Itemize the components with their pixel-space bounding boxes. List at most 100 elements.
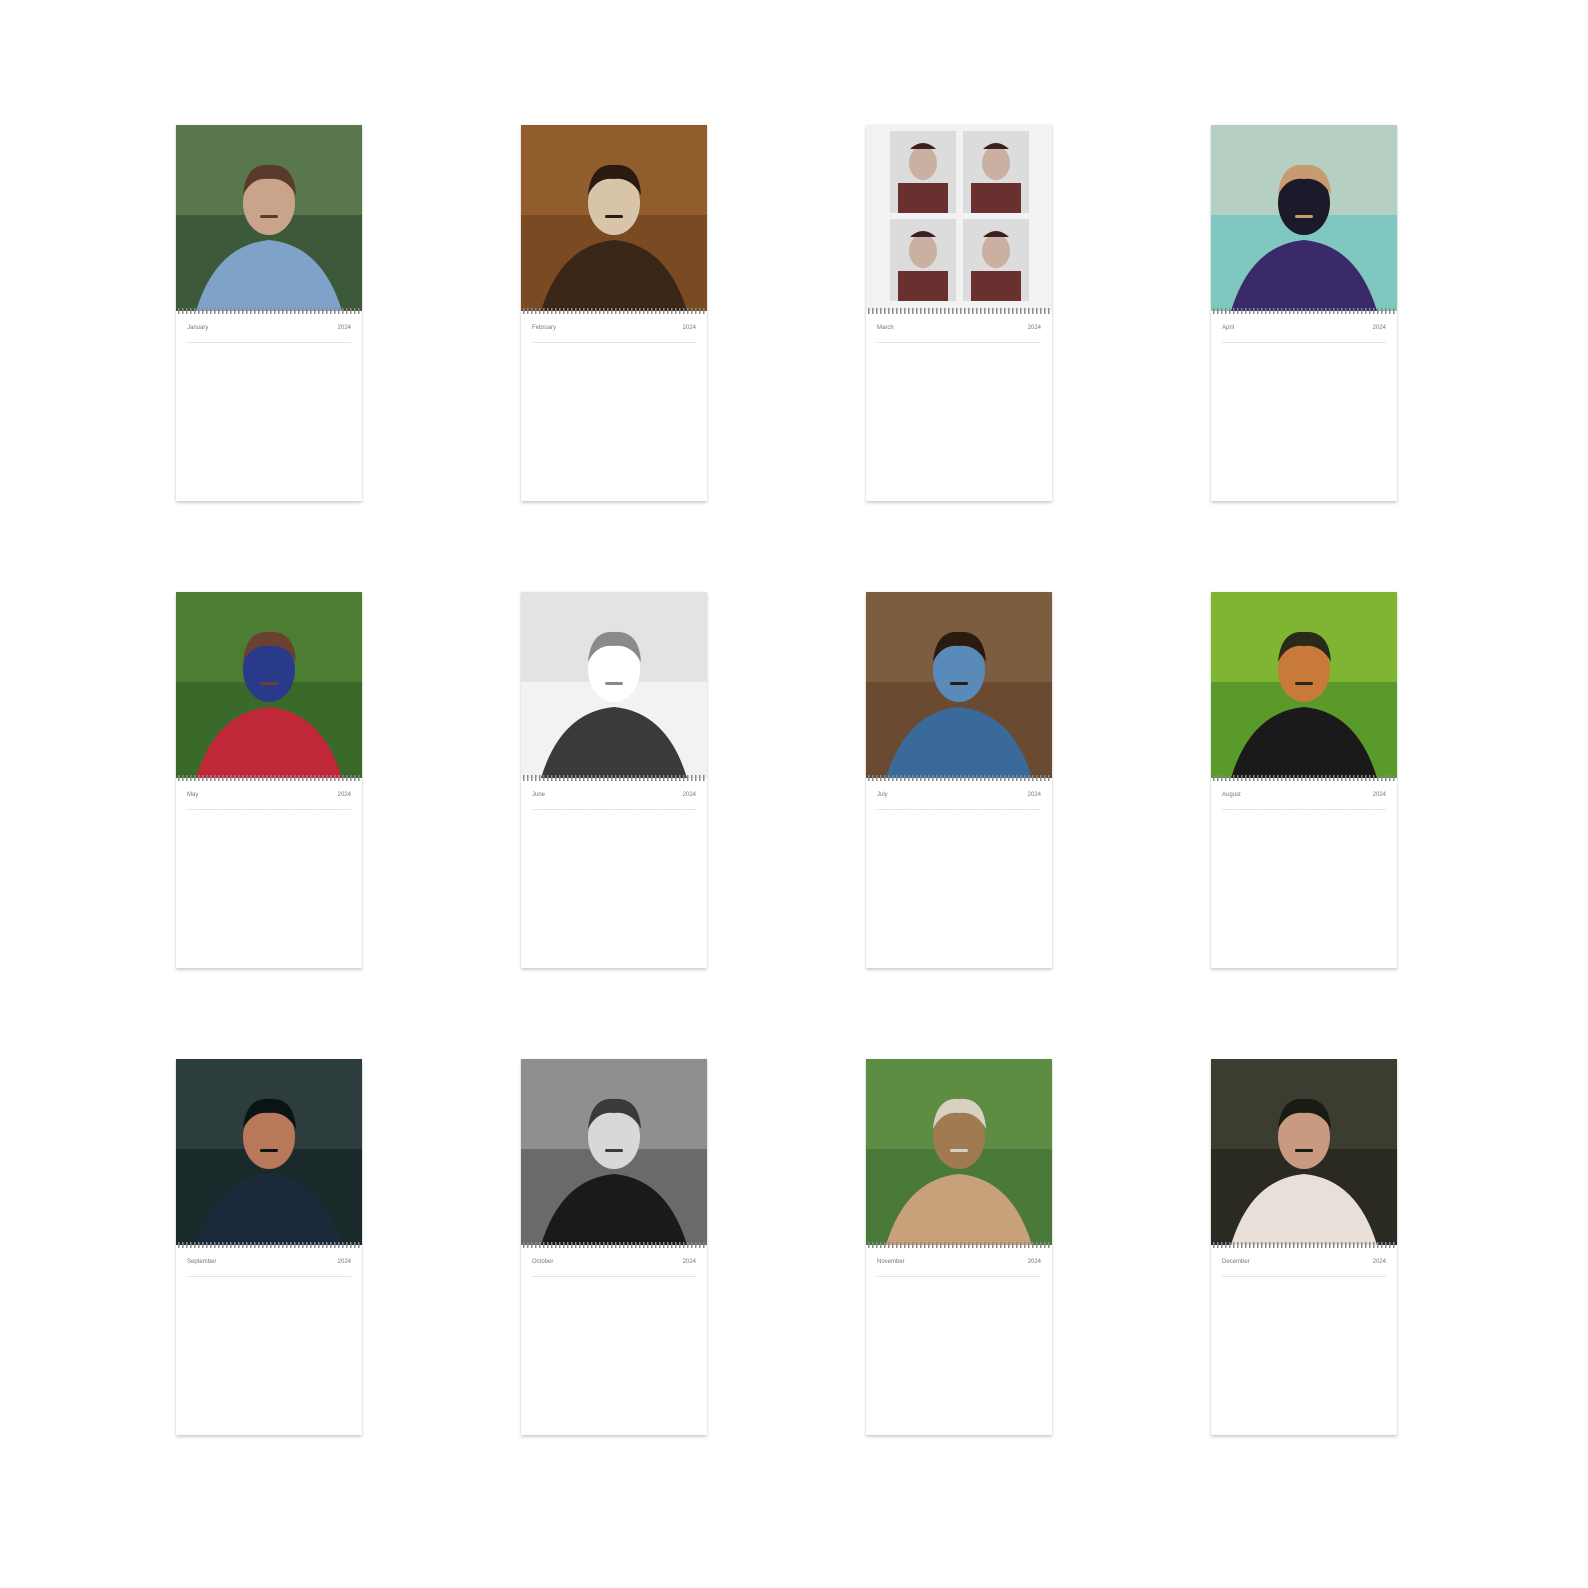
day-cell: · xyxy=(888,1387,890,1392)
calendar-page-december[interactable]: December 2024 · · · · · · · · · · · · · · · · · · · · · · · · · · · ·… xyxy=(1211,1059,1397,1435)
day-cell: · xyxy=(1005,1387,1007,1392)
day-cell: · xyxy=(981,1360,984,1365)
day-cell: · xyxy=(613,426,615,431)
day-cell: · xyxy=(934,453,937,458)
day-cell: · xyxy=(1350,480,1352,485)
day-cell: · xyxy=(613,1414,615,1419)
month-grid: September 2024 · · · · · · · · · · · · · · · · · · · · · · · · · · ·… xyxy=(176,1249,362,1435)
month-photo xyxy=(176,125,362,311)
calendar-page-november[interactable]: November 2024 · · · · · · · · · · · · · · · · · · · · · · · · · · · ·… xyxy=(866,1059,1052,1435)
day-cell: · xyxy=(934,947,937,952)
day-cell: · xyxy=(589,1387,592,1392)
day-cell: · xyxy=(543,426,545,431)
day-cell: · xyxy=(1256,1306,1258,1311)
day-cell: · xyxy=(268,1360,270,1365)
day-cell: · xyxy=(1256,839,1258,844)
calendar-page-march[interactable]: March 2024 · · · · · · · · · · · · · · · · · · · · · · · · · · · · · · ·… xyxy=(866,125,1052,501)
day-cell: · xyxy=(1350,893,1352,898)
calendar-page-january[interactable]: January 2024 · · · · · · · · · · · · · · · · · · · · · · · · · · · · ·… xyxy=(176,125,362,501)
day-cell: · xyxy=(1303,426,1305,431)
spiral-binding xyxy=(868,1242,1050,1248)
day-cell: · xyxy=(1303,839,1305,844)
day-cell: · xyxy=(981,372,984,377)
day-cell: · xyxy=(315,812,317,817)
day-cell: · xyxy=(660,1360,662,1365)
day-cell: · xyxy=(1256,920,1258,925)
day-cell: · xyxy=(683,453,685,458)
day-cell: · xyxy=(589,453,592,458)
day-cell: · xyxy=(1279,1414,1282,1419)
day-cell: · xyxy=(244,1360,247,1365)
day-cell: · xyxy=(1303,1306,1305,1311)
day-cell: · xyxy=(911,480,913,485)
day-cell: · xyxy=(1028,372,1030,377)
day-cell: · xyxy=(221,480,223,485)
day-cell: · xyxy=(221,399,223,404)
day-cell: · xyxy=(315,1279,317,1284)
day-cells: · · · · · · · · · · · · · · · · · · · · · · · · · · · · · · · · · · · · · · · ·… xyxy=(877,1279,1041,1419)
day-cell: · xyxy=(1005,866,1007,871)
day-cell: · xyxy=(1028,1360,1030,1365)
calendar-page-july[interactable]: July 2024 · · · · · · · · · · · · · · · · · · · · · · · · · · · · · · · ·… xyxy=(866,592,1052,968)
day-cell: · xyxy=(198,1360,200,1365)
day-cell: · xyxy=(683,1333,685,1338)
day-cell: · xyxy=(1233,1387,1235,1392)
day-cell: · xyxy=(958,947,960,952)
day-cell: · xyxy=(1326,1387,1329,1392)
day-cell: · xyxy=(1373,1333,1375,1338)
day-cell: · xyxy=(268,1279,270,1284)
day-cell: · xyxy=(198,866,200,871)
day-cell: · xyxy=(1256,372,1258,377)
month-name: April xyxy=(1222,325,1235,331)
month-name: August xyxy=(1222,792,1241,798)
day-cell: · xyxy=(981,920,984,925)
day-cell: · xyxy=(613,866,615,871)
day-cell: · xyxy=(888,812,890,817)
header-rule xyxy=(1222,1276,1386,1277)
day-cell: · xyxy=(1256,893,1258,898)
month-photo xyxy=(1211,125,1397,311)
day-cell: · xyxy=(613,399,615,404)
day-cell: · xyxy=(660,947,662,952)
month-photo xyxy=(1211,1059,1397,1245)
day-cell: · xyxy=(683,1360,685,1365)
calendar-page-june[interactable]: June 2024 · · · · · · · · · · · · · · · · · · · · · · · · · · · · · · · ·… xyxy=(521,592,707,968)
day-cell: · xyxy=(268,1387,270,1392)
day-cells: · · · · · · · · · · · · · · · · · · · · · · · · · · · · · · · · · · · · · · · ·… xyxy=(532,812,696,952)
day-cell: · xyxy=(244,453,247,458)
calendar-page-february[interactable]: February 2024 · · · · · · · · · · · · · · · · · · · · · · · · · · · ·… xyxy=(521,125,707,501)
day-cell: · xyxy=(268,1333,270,1338)
calendar-page-august[interactable]: August 2024 · · · · · · · · · · · · · · · · · · · · · · · · · · · · · ·… xyxy=(1211,592,1397,968)
day-cell: · xyxy=(198,453,200,458)
day-cell: · xyxy=(660,812,662,817)
day-cell: · xyxy=(566,426,568,431)
calendar-page-may[interactable]: May 2024 · · · · · · · · · · · · · · · · · · · · · · · · · · · · · · · · ·… xyxy=(176,592,362,968)
day-cell: · xyxy=(1326,345,1329,350)
month-grid: November 2024 · · · · · · · · · · · · · · · · · · · · · · · · · · · ·… xyxy=(866,1249,1052,1435)
day-cell: · xyxy=(1028,1333,1030,1338)
day-cell: · xyxy=(958,1333,960,1338)
day-cell: · xyxy=(888,426,890,431)
day-cell: · xyxy=(1256,426,1258,431)
day-cell: · xyxy=(198,480,200,485)
calendar-page-september[interactable]: September 2024 · · · · · · · · · · · · · · · · · · · · · · · · · · ·… xyxy=(176,1059,362,1435)
day-cell: · xyxy=(221,1414,223,1419)
day-cell: · xyxy=(338,1387,340,1392)
day-cell: · xyxy=(198,812,200,817)
day-cell: · xyxy=(543,1387,545,1392)
day-cell: · xyxy=(1028,1279,1030,1284)
month-name: February xyxy=(532,325,557,331)
day-cell: · xyxy=(1279,480,1282,485)
day-cell: · xyxy=(315,866,317,871)
day-cell: · xyxy=(291,920,294,925)
day-cell: · xyxy=(1279,1387,1282,1392)
day-cell: · xyxy=(543,1360,545,1365)
day-cell: · xyxy=(543,947,545,952)
calendar-page-april[interactable]: April 2024 · · · · · · · · · · · · · · · · · · · · · · · · · · · · · · ·… xyxy=(1211,125,1397,501)
day-cell: · xyxy=(221,345,223,350)
day-cell: · xyxy=(1326,453,1329,458)
day-cell: · xyxy=(683,399,685,404)
day-cell: · xyxy=(1233,1333,1235,1338)
day-cell: · xyxy=(636,1279,639,1284)
calendar-page-october[interactable]: October 2024 · · · · · · · · · · · · · · · · · · · · · · · · · · · · ·… xyxy=(521,1059,707,1435)
